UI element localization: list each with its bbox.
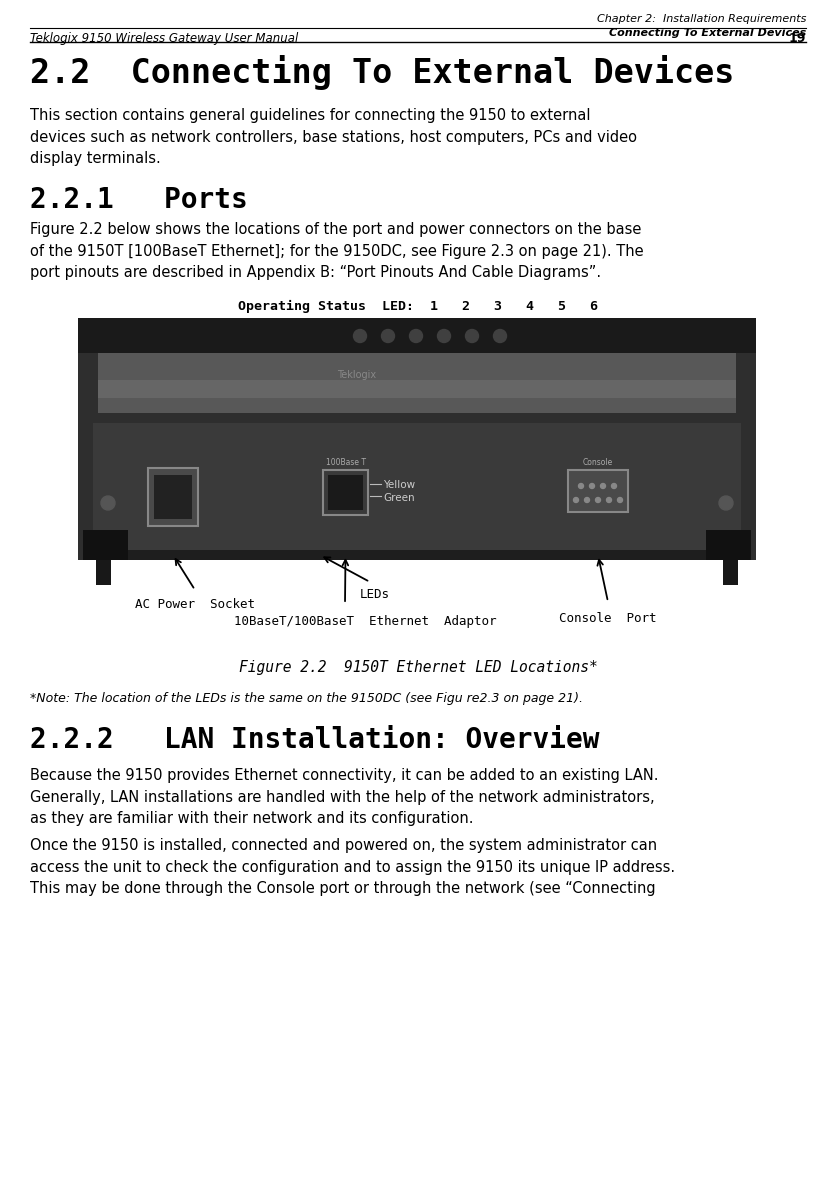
Circle shape <box>437 329 451 343</box>
Bar <box>148 468 198 526</box>
Bar <box>328 474 363 510</box>
Circle shape <box>573 497 579 502</box>
Circle shape <box>600 484 605 489</box>
Text: 10BaseT/100BaseT  Ethernet  Adaptor: 10BaseT/100BaseT Ethernet Adaptor <box>234 615 497 628</box>
Text: This section contains general guidelines for connecting the 9150 to external
dev: This section contains general guidelines… <box>30 108 637 167</box>
Bar <box>96 559 111 585</box>
Circle shape <box>595 497 600 502</box>
Text: Connecting To External Devices: Connecting To External Devices <box>609 28 806 38</box>
Text: Figure 2.2 below shows the locations of the port and power connectors on the bas: Figure 2.2 below shows the locations of … <box>30 222 644 280</box>
Circle shape <box>606 497 611 502</box>
Text: Figure 2.2  9150T Ethernet LED Locations*: Figure 2.2 9150T Ethernet LED Locations* <box>238 660 598 674</box>
Bar <box>88 530 746 559</box>
Text: Once the 9150 is installed, connected and powered on, the system administrator c: Once the 9150 is installed, connected an… <box>30 837 675 896</box>
Circle shape <box>719 496 733 510</box>
Circle shape <box>381 329 395 343</box>
Text: 2.2.2   LAN Installation: Overview: 2.2.2 LAN Installation: Overview <box>30 726 599 754</box>
Bar <box>723 559 738 585</box>
Bar <box>568 470 628 512</box>
Circle shape <box>410 329 422 343</box>
Circle shape <box>354 329 366 343</box>
Bar <box>78 317 756 353</box>
Circle shape <box>611 484 616 489</box>
Bar <box>93 423 741 550</box>
Circle shape <box>618 497 623 502</box>
Bar <box>78 317 756 559</box>
Text: 2.2  Connecting To External Devices: 2.2 Connecting To External Devices <box>30 55 734 90</box>
Circle shape <box>589 484 594 489</box>
Circle shape <box>101 496 115 510</box>
Text: *Note: The location of the LEDs is the same on the 9150DC (see Figu re2.3 on pag: *Note: The location of the LEDs is the s… <box>30 692 583 704</box>
Bar <box>323 470 368 515</box>
Text: LEDs: LEDs <box>360 588 390 601</box>
Circle shape <box>579 484 584 489</box>
Text: Console  Port: Console Port <box>559 612 657 625</box>
Text: Teklogix 9150 Wireless Gateway User Manual: Teklogix 9150 Wireless Gateway User Manu… <box>30 32 298 46</box>
Bar <box>83 530 128 559</box>
Text: Teklogix: Teklogix <box>338 370 376 380</box>
Text: 2.2.1   Ports: 2.2.1 Ports <box>30 186 247 214</box>
Text: Console: Console <box>583 458 613 467</box>
Circle shape <box>584 497 589 502</box>
Text: 100Base T: 100Base T <box>325 458 365 467</box>
Text: AC Power  Socket: AC Power Socket <box>135 598 255 611</box>
Text: Yellow: Yellow <box>383 480 415 490</box>
Text: 19: 19 <box>788 32 806 46</box>
Bar <box>154 474 192 519</box>
Bar <box>98 321 736 413</box>
Circle shape <box>493 329 507 343</box>
Bar <box>98 380 736 398</box>
Text: Operating Status  LED:  1   2   3   4   5   6: Operating Status LED: 1 2 3 4 5 6 <box>238 300 598 313</box>
Bar <box>706 530 751 559</box>
Circle shape <box>466 329 478 343</box>
Text: Because the 9150 provides Ethernet connectivity, it can be added to an existing : Because the 9150 provides Ethernet conne… <box>30 768 659 827</box>
Text: Green: Green <box>383 494 415 503</box>
Text: Chapter 2:  Installation Requirements: Chapter 2: Installation Requirements <box>597 14 806 24</box>
